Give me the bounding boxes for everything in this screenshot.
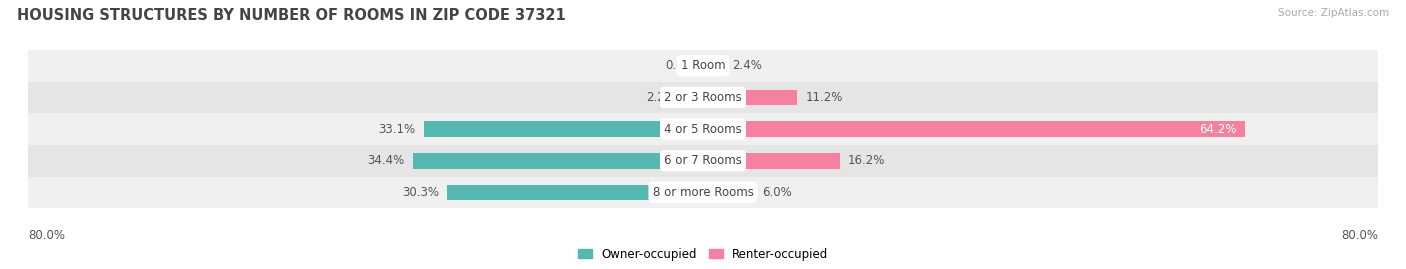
Text: 8 or more Rooms: 8 or more Rooms — [652, 186, 754, 199]
Bar — [685, 90, 703, 105]
Text: 80.0%: 80.0% — [1341, 229, 1378, 242]
Text: 30.3%: 30.3% — [402, 186, 439, 199]
Bar — [28, 113, 1378, 145]
Text: HOUSING STRUCTURES BY NUMBER OF ROOMS IN ZIP CODE 37321: HOUSING STRUCTURES BY NUMBER OF ROOMS IN… — [17, 8, 565, 23]
Text: 6 or 7 Rooms: 6 or 7 Rooms — [664, 154, 742, 167]
Bar — [28, 176, 1378, 208]
Text: 0.0%: 0.0% — [665, 59, 695, 72]
Bar — [703, 90, 797, 105]
Bar — [28, 145, 1378, 176]
Text: 6.0%: 6.0% — [762, 186, 792, 199]
Bar — [28, 50, 1378, 82]
Bar — [703, 121, 1244, 137]
Bar — [703, 185, 754, 200]
Text: 4 or 5 Rooms: 4 or 5 Rooms — [664, 123, 742, 136]
Bar — [703, 153, 839, 169]
Text: 33.1%: 33.1% — [378, 123, 415, 136]
Text: 2.2%: 2.2% — [647, 91, 676, 104]
Text: 16.2%: 16.2% — [848, 154, 886, 167]
Bar — [703, 58, 723, 74]
Text: 11.2%: 11.2% — [806, 91, 844, 104]
Text: 2 or 3 Rooms: 2 or 3 Rooms — [664, 91, 742, 104]
Legend: Owner-occupied, Renter-occupied: Owner-occupied, Renter-occupied — [572, 243, 834, 265]
Bar — [423, 121, 703, 137]
Text: Source: ZipAtlas.com: Source: ZipAtlas.com — [1278, 8, 1389, 18]
Text: 34.4%: 34.4% — [367, 154, 405, 167]
Text: 1 Room: 1 Room — [681, 59, 725, 72]
Text: 2.4%: 2.4% — [731, 59, 762, 72]
Text: 80.0%: 80.0% — [28, 229, 65, 242]
Bar — [28, 82, 1378, 113]
Bar — [447, 185, 703, 200]
Text: 64.2%: 64.2% — [1199, 123, 1236, 136]
Bar — [413, 153, 703, 169]
